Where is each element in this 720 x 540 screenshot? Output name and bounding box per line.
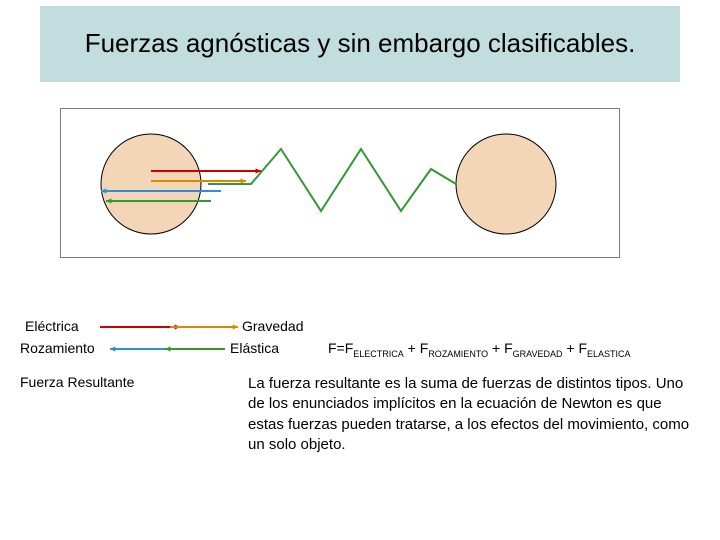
formula: F=FELECTRICA + FROZAMIENTO + FGRAVEDAD +… <box>328 340 631 359</box>
sphere-left <box>101 134 201 234</box>
legend-label-elástica: Elástica <box>230 340 279 356</box>
legend-label-gravedad: Gravedad <box>242 318 303 334</box>
legend-arrow-elástica-head <box>165 346 170 351</box>
legend-arrow-rozamiento-head <box>110 346 115 351</box>
force-arrow-gravedad-head <box>241 178 246 183</box>
page-title: Fuerzas agnósticas y sin embargo clasifi… <box>40 6 680 82</box>
forces-diagram <box>61 109 621 259</box>
sphere-right <box>456 134 556 234</box>
legend-label-rozamiento: Rozamiento <box>20 340 95 356</box>
legend-arrow-gravedad-head <box>233 324 238 329</box>
legend-label-resultante: Fuerza Resultante <box>20 374 134 390</box>
diagram-box <box>60 108 620 258</box>
body-text: La fuerza resultante es la suma de fuerz… <box>248 374 690 455</box>
legend-label-eléctrica: Eléctrica <box>25 318 79 334</box>
